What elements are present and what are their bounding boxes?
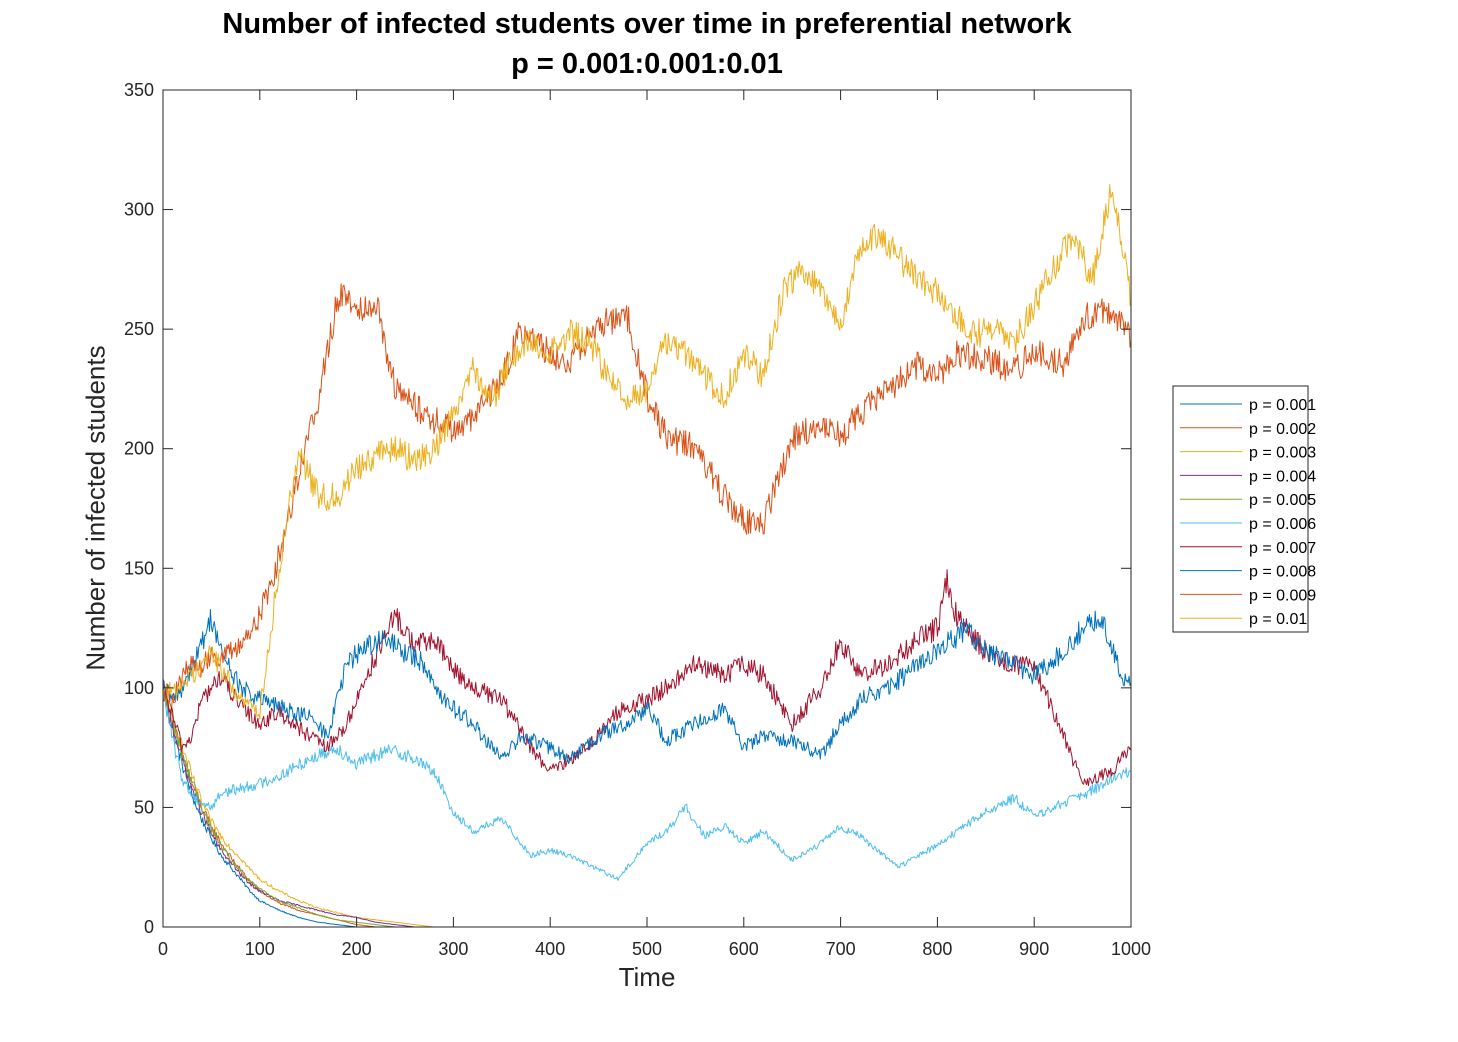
y-tick-label: 250 <box>124 319 154 339</box>
legend-entry-label: p = 0.004 <box>1249 468 1316 485</box>
axes-background <box>163 90 1131 927</box>
series-line-9 <box>162 283 1132 708</box>
x-tick-label: 200 <box>342 939 372 959</box>
series-line-7 <box>162 569 1132 787</box>
legend-entry-label: p = 0.007 <box>1249 540 1316 557</box>
x-tick-label: 500 <box>632 939 662 959</box>
x-tick-label: 600 <box>729 939 759 959</box>
legend-entry-label: p = 0.008 <box>1249 564 1316 581</box>
legend-entry-label: p = 0.009 <box>1249 587 1316 604</box>
x-axis-ticks: 0 100 200 300 400 500 600 700 800 900 1000 <box>158 90 1151 959</box>
series-line-6 <box>162 680 1132 881</box>
legend-entry-label: p = 0.006 <box>1249 516 1316 533</box>
legend-entry-label: p = 0.01 <box>1249 611 1307 628</box>
y-tick-label: 150 <box>124 558 154 578</box>
series-line-8 <box>162 609 1132 765</box>
chart-title: Number of infected students over time in… <box>222 8 1072 40</box>
x-axis-label: Time <box>618 962 676 992</box>
y-tick-label: 350 <box>124 80 154 100</box>
y-tick-label: 100 <box>124 678 154 698</box>
legend: p = 0.001 p = 0.002 p = 0.003 p = 0.004 p = … <box>1172 385 1316 633</box>
legend-entry-label: p = 0.003 <box>1249 445 1316 462</box>
legend-box <box>1172 385 1309 633</box>
plot-area: 0 100 200 300 400 500 600 700 800 900 1000 0 50 100 1… <box>124 80 1151 959</box>
x-tick-label: 400 <box>535 939 565 959</box>
x-tick-label: 700 <box>826 939 856 959</box>
x-tick-label: 0 <box>158 939 168 959</box>
chart-subtitle: p = 0.001:0.001:0.01 <box>511 48 783 80</box>
y-axis-label: Number of infected students <box>80 345 111 671</box>
y-tick-label: 200 <box>124 439 154 459</box>
x-tick-label: 800 <box>922 939 952 959</box>
legend-entry-label: p = 0.005 <box>1249 492 1316 509</box>
y-tick-label: 300 <box>124 200 154 220</box>
y-tick-label: 50 <box>134 797 154 817</box>
legend-items: p = 0.001 p = 0.002 p = 0.003 p = 0.004 p = … <box>1180 397 1316 628</box>
legend-entry-label: p = 0.002 <box>1249 421 1316 438</box>
y-axis-ticks: 0 50 100 150 200 250 300 350 <box>124 80 1131 937</box>
x-tick-label: 300 <box>438 939 468 959</box>
x-tick-label: 100 <box>245 939 275 959</box>
legend-entry-label: p = 0.001 <box>1249 397 1316 414</box>
x-tick-label: 1000 <box>1111 939 1151 959</box>
y-tick-label: 0 <box>144 917 154 937</box>
series-line-10 <box>162 184 1132 720</box>
x-tick-label: 900 <box>1019 939 1049 959</box>
